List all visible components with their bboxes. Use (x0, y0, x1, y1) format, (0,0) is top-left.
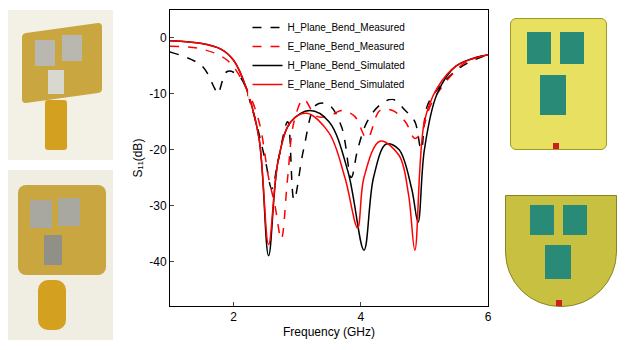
svg-text:H_Plane_Bend_Simulated: H_Plane_Bend_Simulated (288, 60, 405, 71)
svg-text:-30: -30 (149, 199, 167, 213)
svg-text:2: 2 (230, 310, 237, 324)
svg-text:H_Plane_Bend_Measured: H_Plane_Bend_Measured (288, 22, 405, 33)
svg-text:E_Plane_Bend_Simulated: E_Plane_Bend_Simulated (288, 79, 405, 90)
svg-text:-10: -10 (149, 87, 167, 101)
svg-text:-40: -40 (149, 255, 167, 269)
svg-text:E_Plane_Bend_Measured: E_Plane_Bend_Measured (288, 41, 405, 52)
svg-text:S₁₁(dB): S₁₁(dB) (131, 139, 145, 178)
svg-text:0: 0 (160, 31, 167, 45)
svg-text:-20: -20 (149, 143, 167, 157)
svg-text:Frequency (GHz): Frequency (GHz) (283, 325, 375, 339)
svg-text:6: 6 (485, 310, 492, 324)
svg-text:4: 4 (357, 310, 364, 324)
